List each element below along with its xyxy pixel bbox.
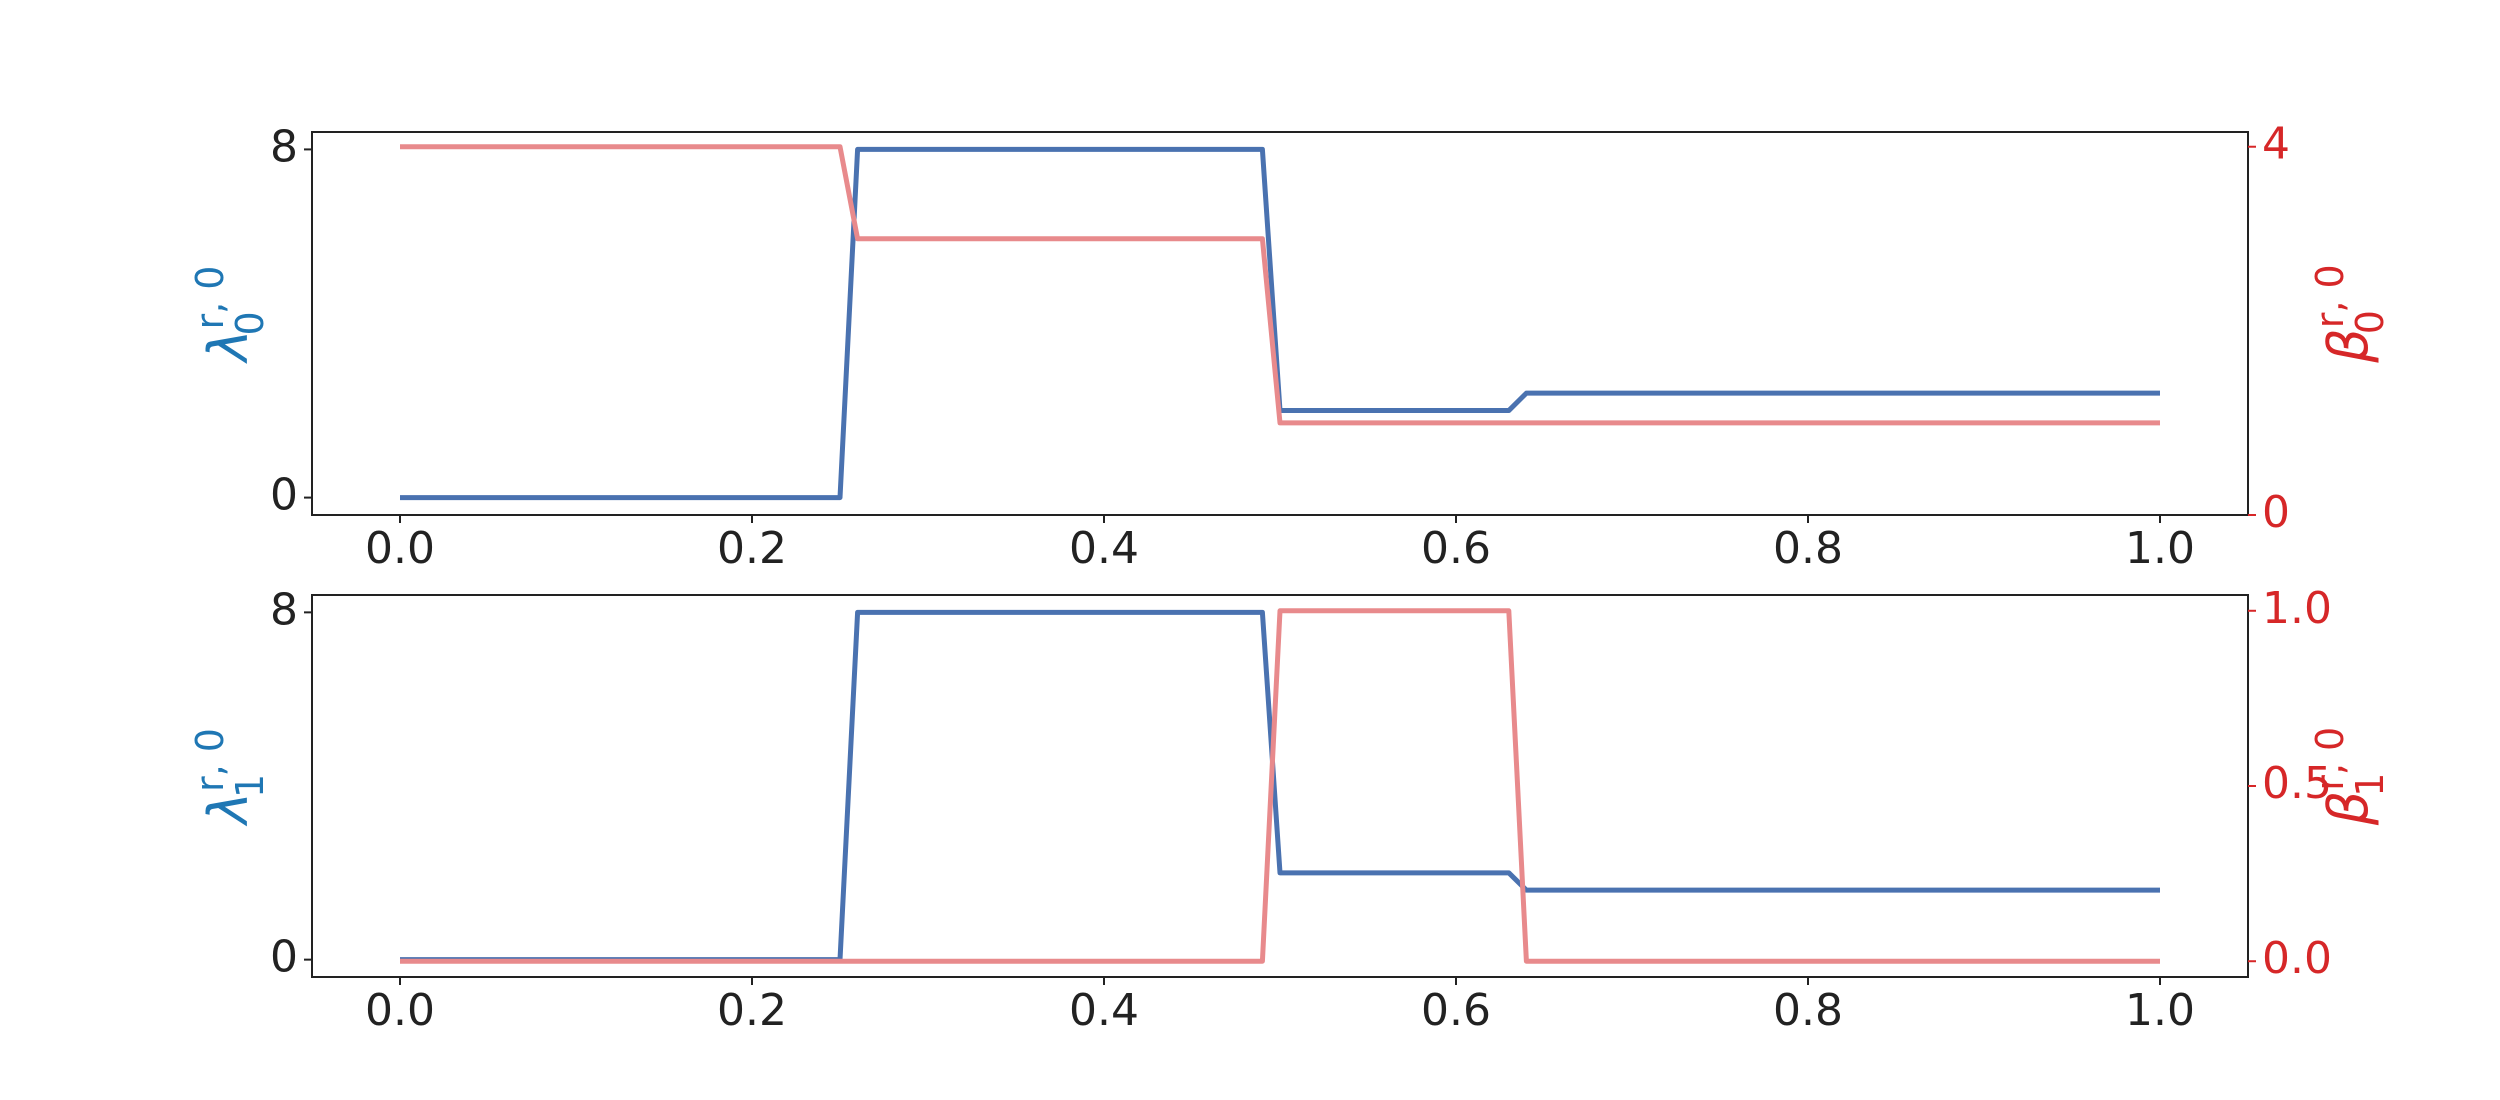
x-tick-label: 0.4: [1069, 985, 1139, 1036]
data-line: [400, 609, 2160, 963]
label-sup: r, 0: [188, 266, 232, 330]
label-base: β: [2317, 791, 2380, 826]
data-line: [400, 146, 2160, 501]
plot-frame: [311, 131, 2249, 516]
data-line: [400, 144, 2160, 426]
y2-tick-label: 1.0: [2262, 583, 2332, 634]
x-tick-label: 0.6: [1421, 985, 1491, 1036]
x-tick-label: 0.0: [365, 523, 435, 574]
x-tick-label: 0.8: [1773, 985, 1843, 1036]
x-tick-label: 0.2: [717, 523, 787, 574]
x-tick-label: 0.8: [1773, 523, 1843, 574]
axis-label: βr, 00: [2308, 264, 2392, 363]
label-sub: 1: [228, 774, 272, 798]
label-base: β: [2317, 328, 2380, 363]
y2-tick-label: 0.5: [2262, 758, 2332, 809]
axis-label: βr, 01: [2308, 727, 2392, 826]
x-tick-label: 1.0: [2125, 985, 2195, 1036]
x-tick-label: 0.2: [717, 985, 787, 1036]
y-tick-label: 8: [270, 121, 298, 172]
data-line: [400, 608, 2160, 964]
label-sup: r, 0: [188, 728, 232, 792]
y2-tick-label: 0: [2262, 487, 2290, 538]
x-tick-label: 0.4: [1069, 523, 1139, 574]
y-tick-label: 0: [270, 470, 298, 521]
y-tick-label: 0: [270, 932, 298, 983]
x-tick-label: 0.0: [365, 985, 435, 1036]
x-tick-label: 1.0: [2125, 523, 2195, 574]
y2-tick-label: 0.0: [2262, 933, 2332, 984]
label-base: λ: [197, 330, 260, 365]
label-sub: 0: [228, 311, 272, 335]
x-tick-label: 0.6: [1421, 523, 1491, 574]
y-tick-label: 8: [270, 584, 298, 635]
y2-tick-label: 4: [2262, 119, 2290, 170]
label-sup: r, 0: [2308, 727, 2352, 791]
axis-label: λr, 00: [188, 266, 272, 365]
axis-label: λr, 01: [188, 728, 272, 827]
label-sub: 1: [2348, 773, 2392, 797]
label-sup: r, 0: [2308, 264, 2352, 328]
label-base: λ: [197, 792, 260, 827]
label-sub: 0: [2348, 310, 2392, 334]
